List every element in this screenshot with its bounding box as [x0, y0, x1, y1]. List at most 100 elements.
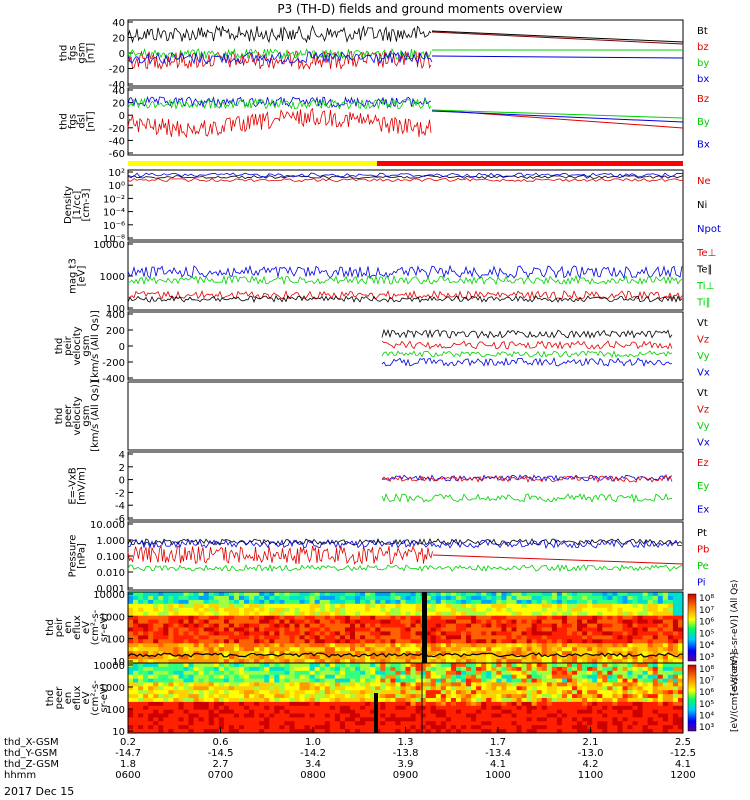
y-tick-label: 1.000 — [96, 536, 125, 547]
colorbar-label: [eV/(cm²-s-sr-eV)] (All Qs) — [730, 580, 740, 696]
ephemeris-value: 1.8 — [120, 759, 136, 770]
trace-bx — [127, 50, 433, 66]
spacecraft-potential-trace — [127, 652, 684, 658]
y-tick-label: 2 — [119, 463, 125, 474]
panel-density: 10² 10⁰ 10⁻² 10⁻⁴ 10⁻⁶ 10⁻⁸ Density[1/cc][cm-3… — [63, 168, 721, 245]
ephemeris-value: -14.7 — [115, 748, 141, 759]
y-tick-label: -6 — [115, 514, 125, 525]
y-tick-label: 0.100 — [96, 552, 125, 563]
legend-Vt: Vt — [697, 388, 708, 399]
y-tick-label: 10² — [108, 168, 125, 179]
traces-peir_velocity — [381, 328, 673, 367]
colorbar-tick: 10⁷ — [699, 677, 714, 687]
colorbar — [687, 593, 697, 662]
trace-Te-par — [127, 295, 683, 303]
ephemeris-value: 1.3 — [398, 737, 414, 748]
y-tick-label: 0.001 — [96, 584, 125, 595]
y-axis-label: mag t3[eV] — [68, 258, 88, 294]
y-tick-label: 4 — [119, 450, 125, 461]
legend-bz: bz — [697, 42, 709, 53]
legend-by: by — [697, 58, 709, 69]
panel-temperature: 10000 1000 100 mag t3[eV] Te⊥ Te∥ Ti⊥ Ti∥ — [68, 240, 717, 315]
trace-Ez — [381, 475, 673, 484]
y-tick-label: 20 — [112, 34, 125, 45]
y-tick-label: 100 — [106, 304, 125, 315]
ephemeris-row-label: thd_X-GSM — [4, 737, 59, 748]
legend-Ey: Ey — [697, 481, 709, 492]
ephemeris-row-label: hhmm — [4, 770, 36, 781]
phase-bar-red — [377, 161, 683, 166]
colorbar-tick: 10³ — [699, 653, 714, 663]
panel-frame — [127, 169, 684, 241]
trace-Vy — [381, 350, 673, 358]
y-tick-label: 10⁻⁴ — [103, 208, 125, 219]
colorbar-tick: 10⁶ — [699, 688, 714, 698]
traces-density — [127, 172, 684, 182]
colorbar-tick: 10⁸ — [699, 594, 714, 604]
legend-Pt: Pt — [697, 528, 707, 539]
ephemeris-value: 0.6 — [213, 737, 229, 748]
phase-bar-yellow — [128, 161, 377, 166]
colorbar-tick: 10⁷ — [699, 606, 714, 616]
legend-bx: bx — [697, 74, 709, 85]
traces-temperature — [127, 264, 683, 303]
y-tick-label: 100 — [106, 705, 125, 716]
ephemeris-value: 4.1 — [490, 759, 506, 770]
legend-Bx: Bx — [697, 140, 710, 151]
traces-fgs_gsm — [127, 24, 684, 71]
trace-Vx — [381, 356, 673, 367]
legend-Bz: Bz — [697, 94, 709, 105]
trace-Pe — [127, 564, 683, 573]
trace-By-model — [431, 109, 684, 119]
trace-Bt — [127, 24, 432, 44]
plot-title: P3 (TH-D) fields and ground moments over… — [277, 2, 562, 16]
legend-Bt: Bt — [697, 26, 708, 37]
legend-Vt: Vt — [697, 318, 708, 329]
legend-By: By — [697, 117, 710, 128]
legend-Pe: Pe — [697, 561, 709, 572]
y-tick-label: -20 — [109, 65, 125, 76]
colorbar-label: [eV/(cm²-s-sr-eV)] — [730, 652, 740, 732]
y-tick-label: 10000 — [93, 661, 125, 672]
ephemeris-value: 0700 — [208, 770, 233, 781]
y-tick-label: -20 — [109, 124, 125, 135]
trace-Te-perp — [128, 289, 683, 301]
ephemeris-value: 1.7 — [490, 737, 506, 748]
ephemeris-value: 4.2 — [583, 759, 599, 770]
y-tick-label: 0 — [119, 49, 125, 60]
panel-peer_en: 10000100010010thdpeerenefluxeV(cm²-s-sr-… — [45, 652, 740, 738]
panel-fgs_dsl: 40 200 -20-40 -60 thdfgsdsl[nT] Bz By Bx — [59, 86, 710, 160]
trace-Ey — [381, 492, 673, 504]
trace-Pi — [127, 538, 682, 550]
y-tick-label: 0 — [119, 342, 125, 353]
legend-Ez: Ez — [697, 458, 709, 469]
trace-Vz — [381, 340, 673, 350]
trace-Ni — [127, 174, 684, 180]
panel-frame — [127, 521, 684, 591]
ephemeris-row-label: thd_Z-GSM — [4, 759, 59, 770]
colorbar-tick: 10⁴ — [699, 641, 714, 651]
panel-efield: 4 2 0-2 -4 -6 E=-VxB[mV/m] Ez Ey Ex — [68, 450, 710, 525]
y-axis-label: Pressure[nPa] — [68, 535, 88, 578]
y-tick-label: 10⁻² — [103, 194, 125, 205]
legend-Pb: Pb — [697, 545, 709, 556]
y-tick-label: 100 — [106, 635, 125, 646]
y-tick-label: 0 — [119, 476, 125, 487]
trace-Ne — [127, 177, 684, 182]
legend-Pi: Pi — [697, 578, 706, 589]
y-tick-label: 200 — [106, 326, 125, 337]
panel-frame — [127, 241, 684, 311]
colorbar-tick: 10⁵ — [699, 629, 714, 639]
y-tick-label: 400 — [106, 310, 125, 321]
legend-Vx: Vx — [697, 438, 710, 449]
legend-Ex: Ex — [697, 504, 709, 515]
ephemeris-value: -14.2 — [300, 748, 326, 759]
ephemeris-row-label: thd_Y-GSM — [4, 748, 57, 759]
y-axis-label: E=-VxB[mV/m] — [68, 467, 88, 505]
colorbar-tick: 10³ — [699, 723, 714, 733]
legend-Vx: Vx — [697, 368, 710, 379]
y-tick-label: 0.010 — [96, 568, 125, 579]
colorbar-tick: 10⁵ — [699, 700, 714, 710]
trace-Bt-model — [431, 30, 684, 43]
